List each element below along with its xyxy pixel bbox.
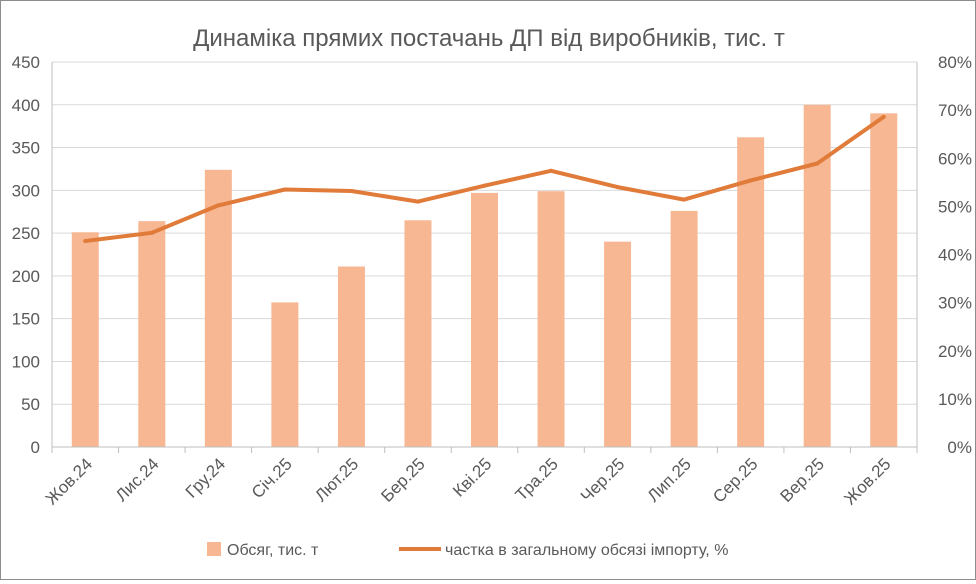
left-tick-label: 250: [12, 224, 40, 243]
x-tick-label: Жов.25: [840, 454, 894, 508]
bar: [337, 266, 365, 447]
left-axis-ticks: 0 50 100 150 200 250 300 350 400 450: [12, 53, 40, 457]
x-tick-label: Вер.25: [776, 454, 828, 506]
legend-label-bar: Обсяг, тис. т: [227, 542, 319, 559]
bar: [71, 232, 99, 447]
bar: [471, 192, 498, 447]
bar: [404, 220, 432, 447]
line-point: [282, 187, 287, 192]
right-tick-label: 0%: [947, 438, 972, 457]
right-axis-ticks: 0% 10% 20% 30% 40% 50% 60% 70% 80%: [938, 53, 972, 457]
x-tick-label: Гру.24: [182, 454, 229, 501]
axes: [51, 62, 918, 453]
line-point: [549, 168, 554, 173]
x-tick-label: Чер.25: [577, 454, 629, 506]
x-tick-label: Січ.25: [248, 454, 296, 502]
x-tick-label: Лют.25: [311, 454, 362, 505]
bar: [737, 137, 765, 448]
right-tick-label: 40%: [938, 246, 972, 265]
line-point: [349, 188, 354, 193]
bar: [870, 113, 898, 447]
bar: [604, 241, 632, 447]
left-tick-label: 50: [21, 395, 40, 414]
x-tick-label: Кві.25: [449, 454, 495, 500]
bar: [204, 169, 232, 448]
line-point: [881, 114, 886, 119]
left-tick-label: 0: [31, 438, 40, 457]
line-point: [216, 203, 221, 208]
line-point: [83, 239, 88, 244]
right-tick-label: 70%: [938, 101, 972, 120]
right-tick-label: 80%: [938, 53, 972, 72]
right-tick-label: 10%: [938, 390, 972, 409]
legend-label-line: частка в загальному обсязі імпорту, %: [445, 542, 728, 559]
legend: Обсяг, тис. т частка в загальному обсязі…: [207, 542, 728, 559]
x-tick-label: Лип.25: [644, 454, 695, 505]
line-point: [482, 183, 487, 188]
left-tick-label: 350: [12, 139, 40, 158]
line-point: [815, 161, 820, 166]
line-point: [415, 199, 420, 204]
line-point: [149, 230, 154, 235]
line-series: [83, 114, 886, 244]
x-tick-label: Лис.24: [112, 454, 163, 505]
x-tick-label: Жов.24: [42, 454, 96, 508]
right-tick-label: 50%: [938, 197, 972, 216]
bar-series: [71, 104, 898, 448]
left-tick-label: 450: [12, 53, 40, 72]
x-tick-label: Бер.25: [377, 454, 428, 505]
bar: [537, 191, 565, 447]
left-tick-label: 100: [12, 352, 40, 371]
x-axis-ticks: Жов.24 Лис.24 Гру.24 Січ.25 Лют.25 Бер.25 Кві.…: [42, 454, 895, 508]
x-tick-label: Тра.25: [512, 454, 562, 504]
bar: [670, 210, 698, 447]
bar: [138, 221, 166, 447]
line-point: [748, 178, 753, 183]
left-tick-label: 300: [12, 181, 40, 200]
x-tick-label: Сер.25: [709, 454, 761, 506]
legend-swatch-bar: [207, 542, 221, 556]
left-tick-label: 150: [12, 310, 40, 329]
line-point: [682, 197, 687, 202]
right-tick-label: 60%: [938, 149, 972, 168]
line-point: [615, 185, 620, 190]
bar: [271, 302, 299, 447]
left-tick-label: 400: [12, 96, 40, 115]
right-tick-label: 30%: [938, 294, 972, 313]
left-tick-label: 200: [12, 267, 40, 286]
chart-title: Динаміка прямих постачань ДП від виробни…: [193, 25, 785, 52]
right-tick-label: 20%: [938, 342, 972, 361]
